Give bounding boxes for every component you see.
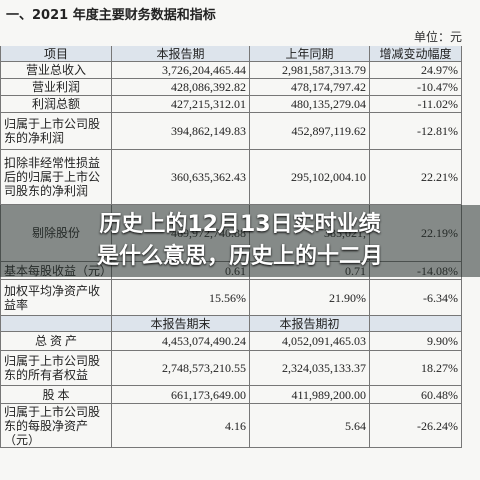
table-cell: 本报告期初 — [250, 316, 370, 332]
table-cell: 411,989,200.00 — [250, 386, 370, 404]
table-cell: 452,897,119.62 — [250, 113, 370, 150]
table-cell — [370, 316, 462, 332]
doc-title: 一、2021 年度主要财务数据和指标 — [6, 8, 216, 23]
banner-line: 历史上的12月13日实时业绩 — [99, 212, 381, 237]
table-cell: -10.47% — [370, 79, 462, 96]
banner-line: 是什么意思，历史上的十二月 — [96, 244, 383, 269]
table-cell: 归属于上市公司股东的所有者权益 — [0, 351, 112, 386]
table-cell: 4.16 — [112, 404, 250, 448]
table-cell: 24.97% — [370, 62, 462, 79]
banner: 历史上的12月13日实时业绩 是什么意思，历史上的十二月 — [0, 205, 480, 277]
table-cell: 394,862,149.83 — [112, 113, 250, 150]
table-cell: 3,726,204,465.44 — [112, 62, 250, 79]
table-cell: 利润总额 — [0, 96, 112, 113]
table-cell: 上年同期 — [250, 46, 370, 62]
table-cell: 4,453,074,490.24 — [112, 332, 250, 351]
table-cell: 427,215,312.01 — [112, 96, 250, 113]
table-cell: 归属于上市公司股东的每股净资产（元） — [0, 404, 112, 448]
table-cell: 22.21% — [370, 150, 462, 205]
table-cell: 2,324,035,133.37 — [250, 351, 370, 386]
table-cell: -6.34% — [370, 280, 462, 316]
table-cell: 归属于上市公司股东的净利润 — [0, 113, 112, 150]
table-cell: 营业总收入 — [0, 62, 112, 79]
table-cell: 18.27% — [370, 351, 462, 386]
table-cell: 股 本 — [0, 386, 112, 404]
table-cell: 本报告期 — [112, 46, 250, 62]
table-cell: 项目 — [0, 46, 112, 62]
table-cell: 480,135,279.04 — [250, 96, 370, 113]
table-cell: 295,102,004.10 — [250, 150, 370, 205]
table-cell: -12.81% — [370, 113, 462, 150]
table-cell: 增减变动幅度 — [370, 46, 462, 62]
table-cell: 5.64 — [250, 404, 370, 448]
unit: 单位：元 — [413, 30, 462, 44]
table-cell: 2,748,573,210.55 — [112, 351, 250, 386]
table-cell — [0, 316, 112, 332]
table-cell: 2,981,587,313.79 — [250, 62, 370, 79]
table-cell: 本报告期末 — [112, 316, 250, 332]
table-cell: 营业利润 — [0, 79, 112, 96]
table-cell: -26.24% — [370, 404, 462, 448]
table-cell: 加权平均净资产收益率 — [0, 280, 112, 316]
table-cell: 15.56% — [112, 280, 250, 316]
table-cell: 9.90% — [370, 332, 462, 351]
table-cell: 478,174,797.42 — [250, 79, 370, 96]
table-cell: 360,635,362.43 — [112, 150, 250, 205]
table-cell: 60.48% — [370, 386, 462, 404]
table-cell: 4,052,091,465.03 — [250, 332, 370, 351]
table-cell: 扣除非经常性损益后的归属于上市公司股东的净利润 — [0, 150, 112, 205]
table-cell: 总 资 产 — [0, 332, 112, 351]
table-cell: 21.90% — [250, 280, 370, 316]
table-cell: 428,086,392.82 — [112, 79, 250, 96]
table-cell: 661,173,649.00 — [112, 386, 250, 404]
table-cell: -11.02% — [370, 96, 462, 113]
